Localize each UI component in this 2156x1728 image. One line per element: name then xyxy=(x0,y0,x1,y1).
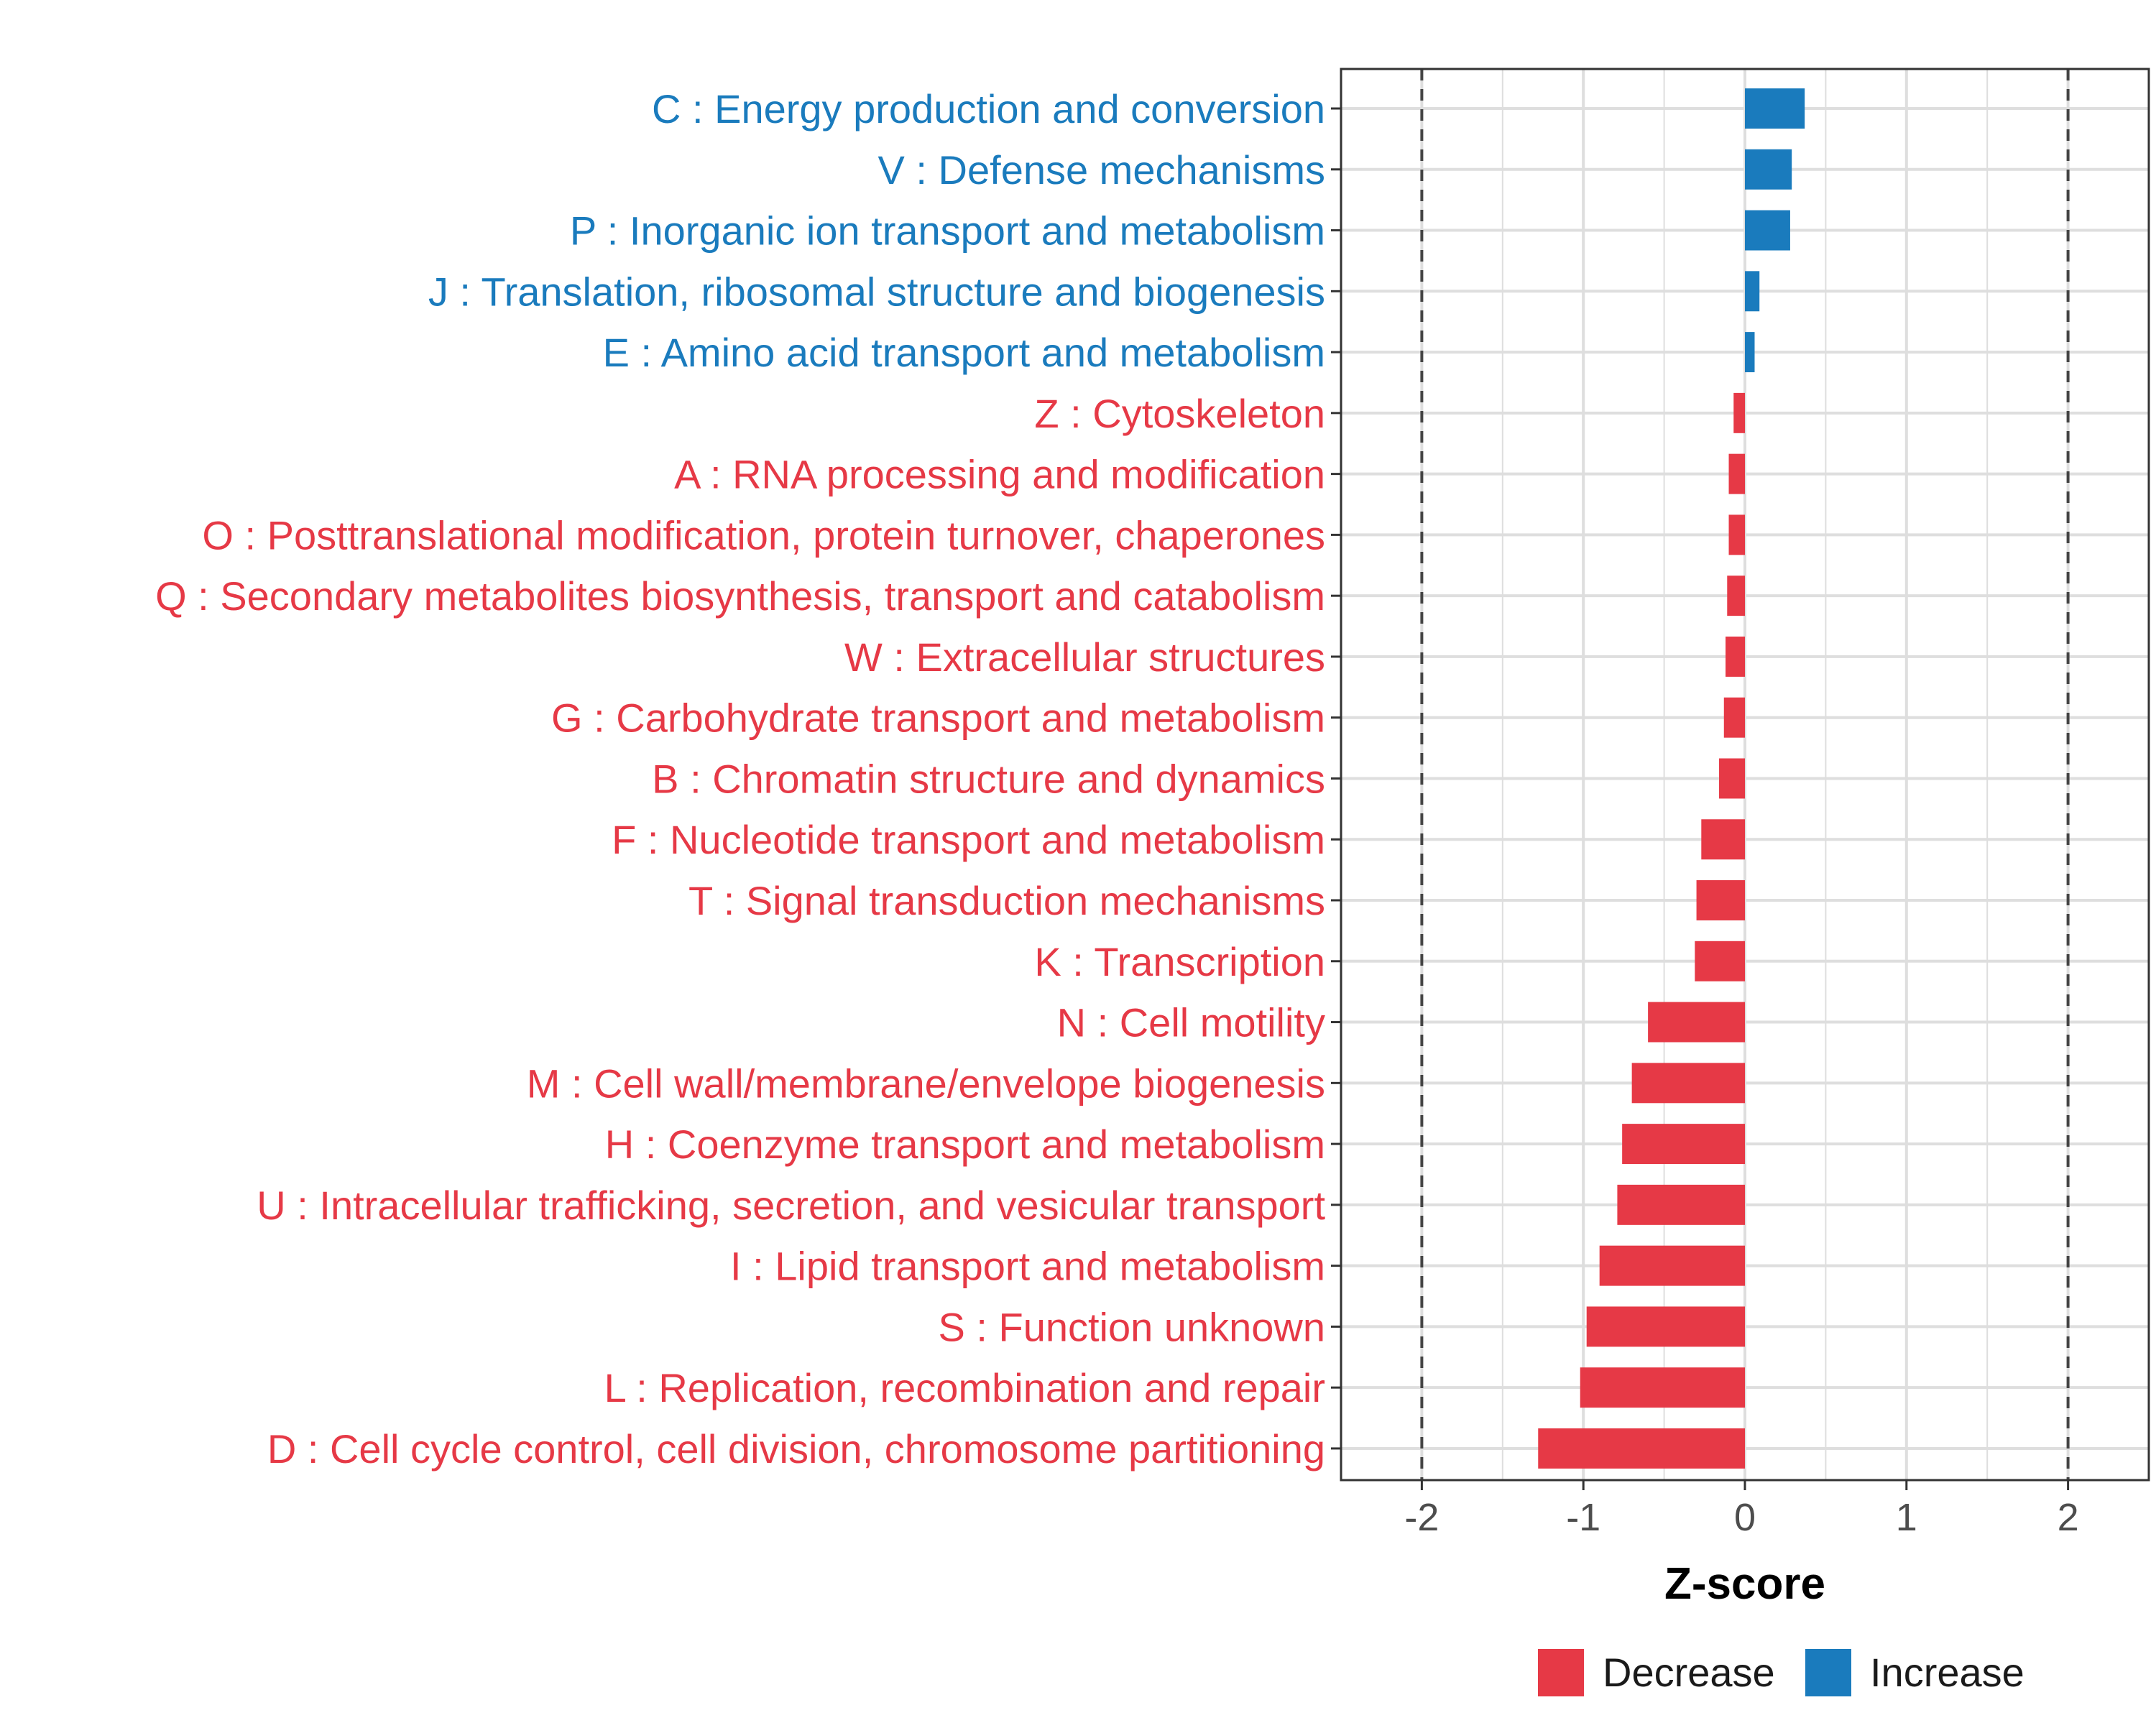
category-label: Z : Cytoskeleton xyxy=(1034,391,1325,436)
legend-swatch xyxy=(1538,1649,1584,1696)
reference-lines xyxy=(1420,69,2070,1480)
x-axis: -2 -1 0 1 2 xyxy=(1404,1480,2079,1539)
bar xyxy=(1538,1428,1745,1469)
category-label: T : Signal transduction mechanisms xyxy=(688,878,1325,923)
bar xyxy=(1586,1306,1745,1347)
bar xyxy=(1745,271,1760,312)
bar xyxy=(1726,636,1745,677)
category-label: U : Intracellular trafficking, secretion… xyxy=(257,1183,1325,1228)
category-label: P : Inorganic ion transport and metaboli… xyxy=(570,208,1325,254)
bar-layer xyxy=(1538,88,1805,1469)
x-tick-label: 2 xyxy=(2058,1496,2079,1539)
x-tick-label: 0 xyxy=(1734,1496,1756,1539)
x-tick-label: -2 xyxy=(1404,1496,1439,1539)
category-label: G : Carbohydrate transport and metabolis… xyxy=(551,696,1325,741)
category-label: C : Energy production and conversion xyxy=(652,86,1325,131)
legend-label: Increase xyxy=(1870,1650,2024,1695)
legend: Decrease Increase xyxy=(1538,1649,2024,1696)
legend-swatch xyxy=(1805,1649,1851,1696)
legend-label: Decrease xyxy=(1603,1650,1775,1695)
category-label: D : Cell cycle control, cell division, c… xyxy=(267,1426,1325,1471)
category-label: H : Coenzyme transport and metabolism xyxy=(605,1122,1325,1167)
bar xyxy=(1745,210,1790,251)
category-label: A : RNA processing and modification xyxy=(674,452,1325,497)
bar xyxy=(1727,576,1745,616)
bar xyxy=(1723,697,1745,738)
bar xyxy=(1580,1367,1745,1408)
category-label: K : Transcription xyxy=(1034,939,1325,984)
bar xyxy=(1695,941,1745,981)
category-label: I : Lipid transport and metabolism xyxy=(730,1244,1325,1289)
bar xyxy=(1719,758,1745,799)
bar xyxy=(1631,1063,1745,1104)
category-label: J : Translation, ribosomal structure and… xyxy=(428,269,1325,314)
category-label: O : Posttranslational modification, prot… xyxy=(202,512,1325,558)
bar xyxy=(1745,88,1805,129)
category-label: W : Extracellular structures xyxy=(844,634,1325,680)
x-tick-label: -1 xyxy=(1566,1496,1600,1539)
category-label: M : Cell wall/membrane/envelope biogenes… xyxy=(527,1061,1325,1106)
category-label: E : Amino acid transport and metabolism xyxy=(603,330,1325,375)
x-axis-title: Z-score xyxy=(1664,1559,1825,1609)
bar xyxy=(1728,514,1745,555)
bar xyxy=(1745,149,1792,190)
category-label: S : Function unknown xyxy=(938,1304,1325,1349)
category-label: F : Nucleotide transport and metabolism xyxy=(612,817,1325,862)
category-label: V : Defense mechanisms xyxy=(878,147,1325,193)
bar xyxy=(1696,880,1745,920)
category-label: N : Cell motility xyxy=(1057,1000,1325,1045)
bar xyxy=(1622,1124,1745,1165)
bar xyxy=(1733,392,1745,433)
category-label: L : Replication, recombination and repai… xyxy=(604,1365,1325,1410)
bar xyxy=(1599,1245,1745,1286)
bar xyxy=(1701,819,1745,860)
bar xyxy=(1617,1184,1745,1225)
category-label: Q : Secondary metabolites biosynthesis, … xyxy=(155,573,1325,619)
bar xyxy=(1745,332,1755,373)
category-label: B : Chromatin structure and dynamics xyxy=(652,756,1325,801)
bar xyxy=(1728,453,1745,494)
x-tick-label: 1 xyxy=(1896,1496,1917,1539)
bar xyxy=(1648,1002,1745,1043)
y-axis: C : Energy production and conversion V : … xyxy=(155,86,1341,1471)
